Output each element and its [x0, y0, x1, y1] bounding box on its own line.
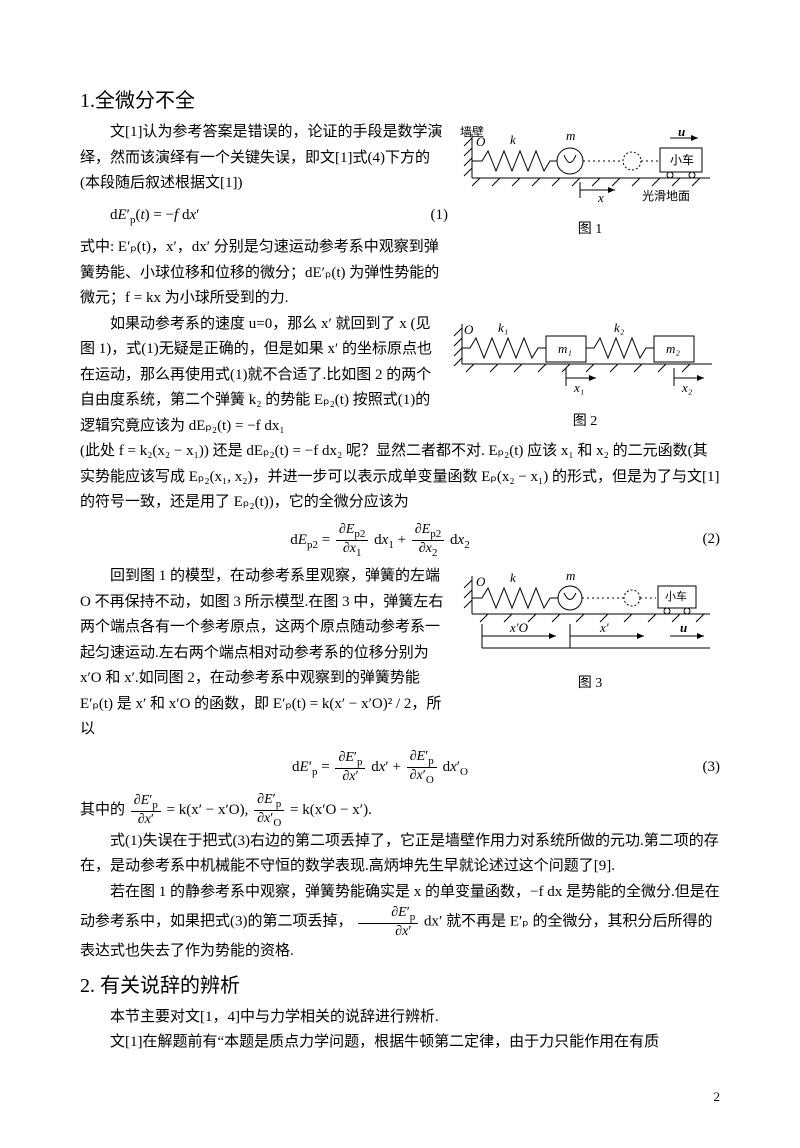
eq2-number: (2) — [680, 527, 720, 553]
s1-para6-prefix: 其中的 — [80, 802, 129, 818]
s1-para6: 其中的 ∂E′p∂x′ = k(x′ − x′O), ∂E′p∂x′O = k(… — [80, 792, 720, 829]
s1-para3: 如果动参考系的速度 u=0，那么 x′ 就回到了 x (见图 1)，式(1)无疑… — [80, 312, 438, 440]
fig1-u: u — [678, 126, 685, 139]
fig2-x1: x₁ — [573, 380, 584, 395]
s2-para1: 本节主要对文[1，4]中与力学相关的说辞进行辨析. — [80, 1005, 720, 1031]
eq1-number: (1) — [408, 203, 448, 229]
s1-para4: (此处 f = k₂(x₂ − x₁)) 还是 dEₚ₂(t) = −f dx₂… — [80, 439, 720, 516]
fig3-u: u — [680, 620, 687, 635]
para5-fig3-row: 回到图 1 的模型，在动参考系里观察，弹簧的左端 O 不再保持不动，如图 3 所… — [80, 564, 720, 743]
fig3-xo: x′O — [509, 620, 529, 635]
figure-1: 墙壁 O k m u 小车 x 光滑地面 图 1 — [460, 126, 720, 242]
fig3-k: k — [510, 570, 516, 585]
section-1-title: 1.全微分不全 — [80, 84, 720, 118]
fig1-ground: 光滑地面 — [642, 189, 690, 203]
fig1-m: m — [566, 128, 575, 143]
fig3-m: m — [566, 570, 575, 583]
figure-3: O k m 小车 x′O x′ u 图 3 — [460, 570, 720, 696]
fig2-x2: x₂ — [681, 380, 693, 395]
fig3-O: O — [476, 574, 486, 589]
fig2-k1: k₁ — [498, 320, 508, 335]
s1-para7: 式(1)失误在于把式(3)右边的第二项丢掉了，它正是墙壁作用力对系统所做的元功.… — [80, 829, 720, 880]
fig2-m2: m₂ — [666, 341, 680, 356]
equation-2: dEp2 = ∂Ep2∂x1 dx1 + ∂Ep2∂x2 dx2 (2) — [80, 522, 720, 559]
s1-para6-suffix: = k(x′O − x′). — [290, 802, 372, 818]
fig2-m1: m₁ — [558, 341, 572, 356]
fig1-k: k — [510, 132, 516, 147]
s1-para6-mid: = k(x′ − x′O), — [167, 802, 253, 818]
para3-fig2-row: 如果动参考系的速度 u=0，那么 x′ 就回到了 x (见图 1)，式(1)无疑… — [80, 312, 720, 440]
s1-para8: 若在图 1 的静参考系中观察，弹簧势能确实是 x 的单变量函数，−f dx 是势… — [80, 880, 720, 965]
equation-1: dE′p(t) = −f dx′ (1) — [110, 203, 448, 230]
fig3-caption: 图 3 — [460, 672, 720, 696]
fig1-cart: 小车 — [670, 152, 694, 167]
fig3-xp: x′ — [599, 620, 609, 635]
equation-3: dE′p = ∂E′p∂x′ dx′ + ∂E′p∂x′O dx′O (3) — [80, 749, 720, 786]
fig2-caption: 图 2 — [450, 410, 720, 434]
fig1-O: O — [476, 134, 486, 149]
s1-para5: 回到图 1 的模型，在动参考系里观察，弹簧的左端 O 不再保持不动，如图 3 所… — [80, 564, 448, 743]
fig3-cart: 小车 — [665, 589, 687, 603]
fig1-x: x — [597, 190, 604, 205]
page-number: 2 — [80, 1086, 720, 1108]
eq3-number: (3) — [680, 755, 720, 781]
s1-para2: 式中: E′ₚ(t)，x′，dx′ 分别是匀速运动参考系中观察到弹簧势能、小球位… — [80, 235, 448, 312]
para1-fig1-row: 文[1]认为参考答案是错误的，论证的手段是数学演绎，然而该演绎有一个关键失误，即… — [80, 120, 720, 312]
fig1-caption: 图 1 — [460, 218, 720, 242]
figure-2: O k₁ m₁ k₂ m₂ x₁ x₂ 图 2 — [450, 318, 720, 434]
s2-para2: 文[1]在解题前有“本题是质点力学问题，根据牛顿第二定律，由于力只能作用在有质 — [80, 1030, 720, 1056]
fig2-O: O — [464, 322, 474, 337]
fig2-k2: k₂ — [614, 320, 625, 335]
s1-para1: 文[1]认为参考答案是错误的，论证的手段是数学演绎，然而该演绎有一个关键失误，即… — [80, 120, 448, 197]
section-2-title: 2. 有关说辞的辨析 — [80, 969, 720, 1003]
